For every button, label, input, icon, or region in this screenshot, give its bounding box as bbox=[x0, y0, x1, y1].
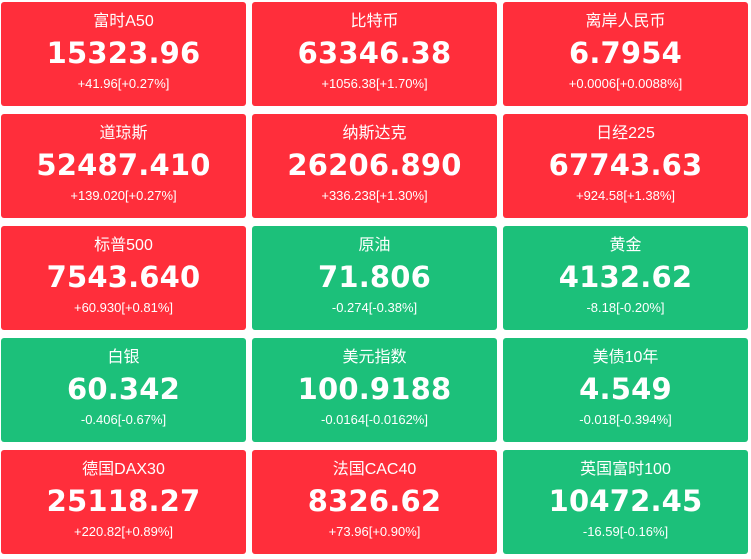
tile-name: 原油 bbox=[358, 237, 391, 254]
tile-change: +41.96[+0.27%] bbox=[77, 76, 170, 91]
tile-change: +924.58[+1.38%] bbox=[575, 188, 676, 203]
quote-tile-cac40[interactable]: 法国CAC40 8326.62 +73.96[+0.90%] bbox=[252, 450, 497, 554]
tile-change: +139.020[+0.27%] bbox=[70, 188, 177, 203]
quote-tile-sp500[interactable]: 标普500 7543.640 +60.930[+0.81%] bbox=[1, 226, 246, 330]
quote-tile-dax30[interactable]: 德国DAX30 25118.27 +220.82[+0.89%] bbox=[1, 450, 246, 554]
tile-price: 71.806 bbox=[317, 260, 432, 294]
tile-price: 10472.45 bbox=[548, 484, 703, 518]
tile-price: 25118.27 bbox=[46, 484, 201, 518]
tile-price: 67743.63 bbox=[548, 148, 703, 182]
tile-change: -16.59[-0.16%] bbox=[582, 524, 669, 539]
tile-price: 63346.38 bbox=[297, 36, 452, 70]
quote-tile-us-10y-treasury[interactable]: 美债10年 4.549 -0.018[-0.394%] bbox=[503, 338, 748, 442]
tile-change: +220.82[+0.89%] bbox=[73, 524, 174, 539]
tile-change: -8.18[-0.20%] bbox=[586, 300, 665, 315]
quote-tile-ftse-a50[interactable]: 富时A50 15323.96 +41.96[+0.27%] bbox=[1, 2, 246, 106]
quote-tile-offshore-rmb[interactable]: 离岸人民币 6.7954 +0.0006[+0.0088%] bbox=[503, 2, 748, 106]
tile-price: 6.7954 bbox=[568, 36, 683, 70]
tile-price: 8326.62 bbox=[307, 484, 442, 518]
quote-tile-dollar-index[interactable]: 美元指数 100.9188 -0.0164[-0.0162%] bbox=[252, 338, 497, 442]
tile-price: 4132.62 bbox=[558, 260, 693, 294]
quote-tile-bitcoin[interactable]: 比特币 63346.38 +1056.38[+1.70%] bbox=[252, 2, 497, 106]
tile-name: 美元指数 bbox=[342, 349, 407, 366]
quote-tile-crude-oil[interactable]: 原油 71.806 -0.274[-0.38%] bbox=[252, 226, 497, 330]
tile-name: 离岸人民币 bbox=[585, 13, 666, 30]
tile-change: +60.930[+0.81%] bbox=[73, 300, 174, 315]
tile-name: 美债10年 bbox=[592, 349, 659, 366]
tile-change: -0.0164[-0.0162%] bbox=[321, 412, 428, 427]
tile-name: 黄金 bbox=[609, 237, 642, 254]
tile-price: 15323.96 bbox=[46, 36, 201, 70]
quote-tile-dow-jones[interactable]: 道琼斯 52487.410 +139.020[+0.27%] bbox=[1, 114, 246, 218]
tile-price: 100.9188 bbox=[297, 372, 452, 406]
tile-name: 英国富时100 bbox=[580, 461, 671, 478]
tile-name: 日经225 bbox=[596, 125, 655, 142]
tile-price: 26206.890 bbox=[287, 148, 462, 182]
tile-name: 道琼斯 bbox=[99, 125, 148, 142]
tile-name: 标普500 bbox=[94, 237, 153, 254]
tile-price: 7543.640 bbox=[46, 260, 201, 294]
tile-change: -0.018[-0.394%] bbox=[579, 412, 672, 427]
tile-name: 纳斯达克 bbox=[342, 125, 407, 142]
quote-tile-nikkei-225[interactable]: 日经225 67743.63 +924.58[+1.38%] bbox=[503, 114, 748, 218]
tile-change: -0.274[-0.38%] bbox=[331, 300, 418, 315]
tile-price: 60.342 bbox=[66, 372, 181, 406]
tile-name: 白银 bbox=[107, 349, 140, 366]
tile-price: 4.549 bbox=[579, 372, 672, 406]
tile-name: 法国CAC40 bbox=[332, 461, 417, 478]
tile-change: +1056.38[+1.70%] bbox=[321, 76, 428, 91]
quote-tile-ftse-100[interactable]: 英国富时100 10472.45 -16.59[-0.16%] bbox=[503, 450, 748, 554]
tile-price: 52487.410 bbox=[36, 148, 211, 182]
tile-name: 富时A50 bbox=[93, 13, 154, 30]
tile-change: -0.406[-0.67%] bbox=[80, 412, 167, 427]
tile-name: 比特币 bbox=[350, 13, 399, 30]
quote-tile-silver[interactable]: 白银 60.342 -0.406[-0.67%] bbox=[1, 338, 246, 442]
quote-tile-gold[interactable]: 黄金 4132.62 -8.18[-0.20%] bbox=[503, 226, 748, 330]
tile-change: +336.238[+1.30%] bbox=[321, 188, 428, 203]
quote-tile-nasdaq[interactable]: 纳斯达克 26206.890 +336.238[+1.30%] bbox=[252, 114, 497, 218]
tile-change: +73.96[+0.90%] bbox=[328, 524, 421, 539]
tile-name: 德国DAX30 bbox=[82, 461, 165, 478]
tile-change: +0.0006[+0.0088%] bbox=[568, 76, 683, 91]
